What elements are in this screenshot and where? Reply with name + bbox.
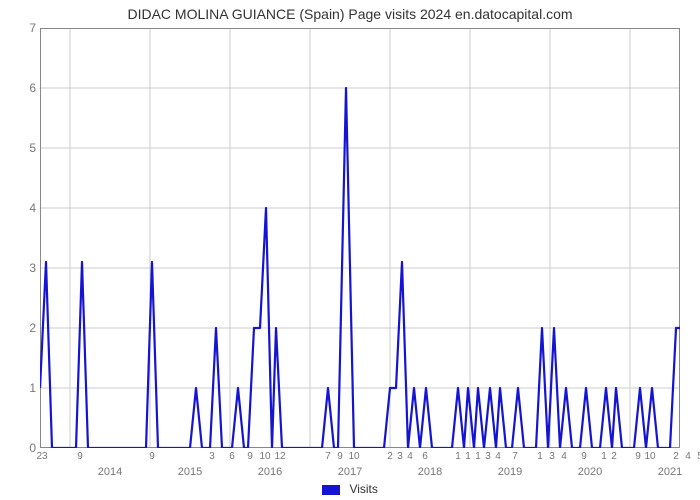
x-sub-label: 1 bbox=[475, 451, 481, 462]
x-sub-label: 10 bbox=[644, 451, 655, 462]
x-sub-label: 4 bbox=[685, 451, 691, 462]
y-tick-label: 7 bbox=[6, 21, 36, 35]
x-sub-label: 9 bbox=[149, 451, 155, 462]
x-sub-label: 12 bbox=[274, 451, 285, 462]
x-sub-label: 3 bbox=[549, 451, 555, 462]
x-year-label: 2015 bbox=[178, 466, 202, 478]
x-sub-label: 9 bbox=[337, 451, 343, 462]
x-sub-label: 9 bbox=[247, 451, 253, 462]
x-year-label: 2019 bbox=[498, 466, 522, 478]
x-sub-label: 6 bbox=[229, 451, 235, 462]
x-year-label: 2020 bbox=[578, 466, 602, 478]
y-tick-label: 1 bbox=[6, 381, 36, 395]
x-sub-label: 23 bbox=[36, 451, 47, 462]
x-sub-label: 4 bbox=[495, 451, 501, 462]
x-sub-label: 3 bbox=[397, 451, 403, 462]
legend-label: Visits bbox=[349, 482, 377, 496]
x-year-label: 2018 bbox=[418, 466, 442, 478]
chart-container: DIDAC MOLINA GUIANCE (Spain) Page visits… bbox=[0, 0, 700, 500]
x-sub-label: 4 bbox=[407, 451, 413, 462]
x-sub-label: 7 bbox=[512, 451, 518, 462]
x-sub-label: 4 bbox=[561, 451, 567, 462]
y-tick-label: 5 bbox=[6, 141, 36, 155]
x-year-label: 2014 bbox=[98, 466, 122, 478]
y-tick-label: 3 bbox=[6, 261, 36, 275]
y-tick-label: 4 bbox=[6, 201, 36, 215]
x-sub-label: 3 bbox=[209, 451, 215, 462]
chart-title: DIDAC MOLINA GUIANCE (Spain) Page visits… bbox=[0, 6, 700, 22]
x-sub-label: 2 bbox=[387, 451, 393, 462]
x-sub-label: 1 bbox=[455, 451, 461, 462]
x-sub-label: 9 bbox=[635, 451, 641, 462]
x-year-label: 2021 bbox=[658, 466, 682, 478]
y-tick-label: 6 bbox=[6, 81, 36, 95]
x-sub-label: 1 bbox=[537, 451, 543, 462]
x-year-label: 2016 bbox=[258, 466, 282, 478]
x-sub-label: 10 bbox=[259, 451, 270, 462]
legend-swatch bbox=[322, 485, 340, 495]
x-year-label: 2017 bbox=[338, 466, 362, 478]
chart-legend: Visits bbox=[0, 482, 700, 496]
x-sub-label: 10 bbox=[348, 451, 359, 462]
x-sub-label: 6 bbox=[422, 451, 428, 462]
x-sub-label: 9 bbox=[581, 451, 587, 462]
x-sub-label: 2 bbox=[611, 451, 617, 462]
x-sub-label: 3 bbox=[485, 451, 491, 462]
x-sub-label: 2 bbox=[673, 451, 679, 462]
chart-plot bbox=[40, 28, 680, 448]
y-tick-label: 2 bbox=[6, 321, 36, 335]
x-sub-label: 1 bbox=[601, 451, 607, 462]
y-tick-label: 0 bbox=[6, 441, 36, 455]
x-sub-label: 9 bbox=[77, 451, 83, 462]
x-sub-label: 1 bbox=[465, 451, 471, 462]
x-sub-label: 7 bbox=[325, 451, 331, 462]
